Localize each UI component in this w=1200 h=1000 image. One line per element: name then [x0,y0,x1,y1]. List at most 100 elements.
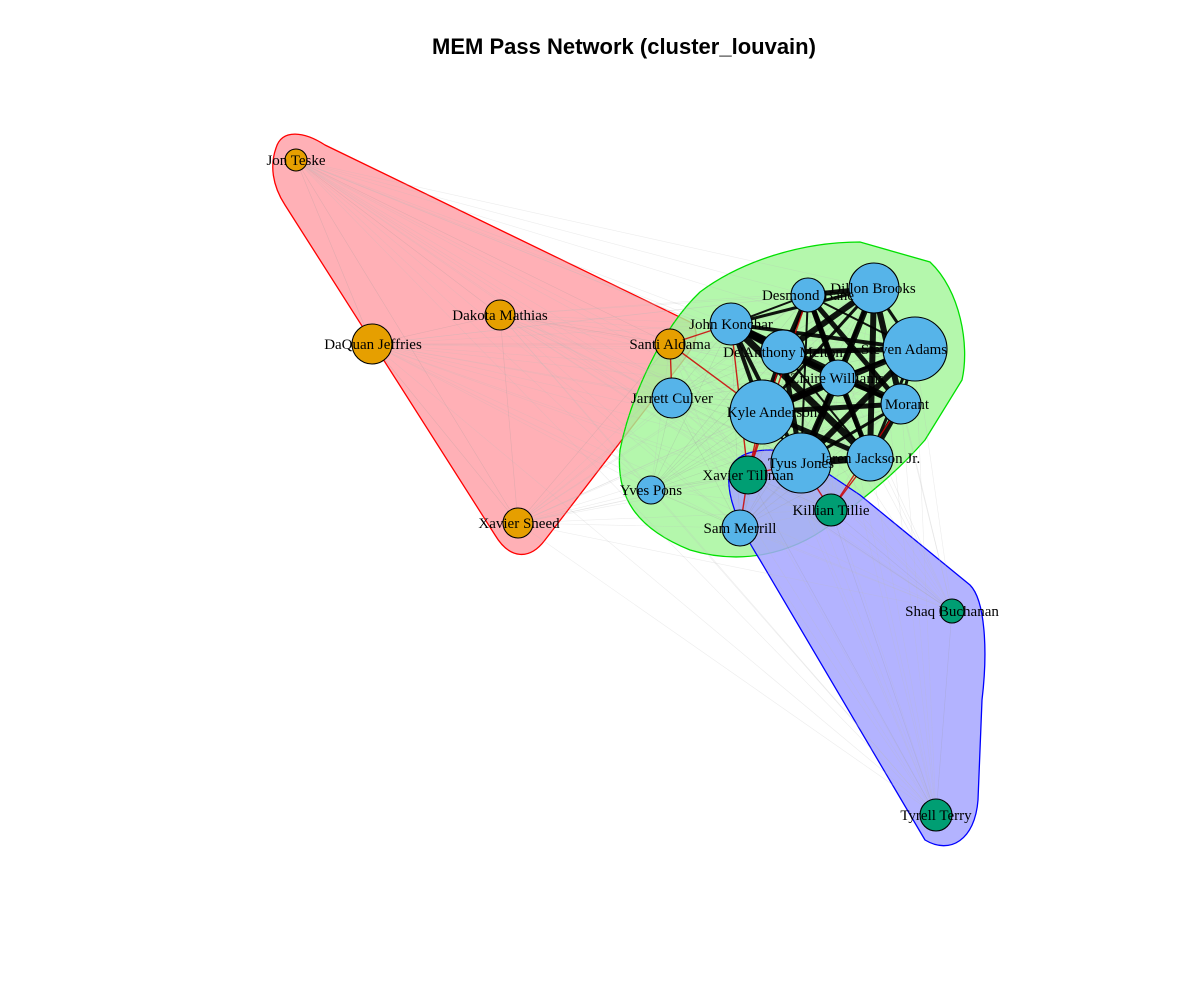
edge-229 [830,509,937,816]
edge-92 [517,509,832,524]
edge-164 [914,348,937,816]
node-tyrell-terry[interactable] [919,798,953,832]
edge-84 [517,397,673,524]
edge-26 [371,323,732,345]
edge-214 [869,457,953,612]
edge-0 [295,159,373,345]
node-xavier-sneed[interactable] [502,507,534,539]
edge-219 [650,489,953,612]
edge-220 [650,489,937,816]
label-layer: Jon Teske DaQuan Jeffries Dakota Mathias Sa… [266,153,999,824]
edge-30 [371,343,673,399]
edge-91 [517,474,749,524]
edge-39 [371,343,953,612]
edge-36 [371,343,741,529]
edge-90 [517,522,741,529]
node-jon-teske[interactable] [284,148,308,172]
node-label-daquan-jeffries: DaQuan Jeffries [324,337,422,353]
node-morant[interactable] [880,383,922,425]
node-xavier-tillman[interactable] [728,455,768,495]
edge-2 [295,159,671,345]
edge-230 [935,610,953,816]
node-tyus-jones[interactable] [770,432,832,494]
edge-74 [669,343,749,476]
edge-81 [517,351,784,524]
node-label-desmond-bane: Desmond Bane [762,288,854,304]
node-john-konchar[interactable] [709,302,753,346]
edge-147 [650,351,784,491]
node-label-sam-merrill: Sam Merrill [704,521,777,537]
edge-94 [517,522,937,816]
edge-60 [517,343,671,524]
node-label-xavier-sneed: Xavier Sneed [478,516,560,532]
node-desmond-bane[interactable] [790,277,826,313]
edge-43 [499,294,809,316]
edge-13 [295,159,802,464]
node-label-santi-aldama: Santi Aldama [629,337,711,353]
edge-25 [371,287,875,345]
node-santi-aldama[interactable] [654,328,686,360]
node-sam-merrill[interactable] [721,509,759,547]
edge-46 [499,314,784,353]
edge-7 [295,159,784,353]
edge-27 [371,343,784,353]
node-yves-pons[interactable] [636,475,666,505]
edge-10 [295,159,673,399]
edge-80 [517,323,732,524]
node-jarrett-culver[interactable] [651,377,693,419]
node-dillon-brooks[interactable] [848,262,900,314]
edge-134 [650,323,732,491]
node-label-yves-pons: Yves Pons [620,483,682,499]
node-label-jaren-jackson-jr: Jaren Jackson Jr. [820,451,920,467]
edge-5 [295,159,875,289]
edge-66 [669,343,839,379]
edge-73 [669,343,741,529]
node-label-jon-teske: Jon Teske [266,153,325,169]
edge-247 [867,287,877,459]
node-ziaire-williams[interactable] [819,359,857,397]
edge-181 [671,397,741,529]
node-steven-adams[interactable] [882,316,948,382]
edge-226 [747,474,953,612]
edge-77 [669,343,937,816]
node-dakota-mathias[interactable] [484,299,516,331]
edge-16 [295,159,741,529]
node-de-anthony-melton[interactable] [760,329,806,375]
node-kyle-anderson[interactable] [729,379,795,445]
edge-202 [900,403,937,816]
edge-42 [499,314,519,524]
edge-50 [499,314,763,413]
edge-72 [650,343,671,491]
edge-151 [782,351,953,612]
edge-20 [295,159,937,816]
edge-23 [371,343,519,524]
edge-56 [499,314,749,476]
edge-227 [747,474,937,816]
node-shaq-buchanan[interactable] [939,598,965,624]
node-daquan-jeffries[interactable] [351,323,393,365]
edge-55 [499,314,741,529]
edge-33 [371,343,802,464]
edge-215 [869,457,937,816]
edge-4 [295,159,809,296]
edge-163 [914,348,953,612]
node-killian-tillie[interactable] [814,493,848,527]
edge-122 [747,287,875,476]
node-jaren-jackson-jr[interactable] [846,434,894,482]
edge-40 [371,343,937,816]
edge-8 [295,159,916,350]
node-label-steven-adams: Steven Adams [861,342,947,358]
edge-224 [739,527,937,816]
edge-35 [371,343,652,491]
node-label-tyrell-terry: Tyrell Terry [900,808,972,824]
node-label-tyus-jones: Tyus Jones [768,456,834,472]
edge-184 [671,397,953,612]
edge-208 [800,462,953,612]
edge-185 [671,397,937,816]
edge-223 [739,527,953,612]
edge-89 [517,489,652,524]
edge-31 [371,343,763,413]
edge-37 [371,343,749,476]
edge-218 [650,489,832,511]
